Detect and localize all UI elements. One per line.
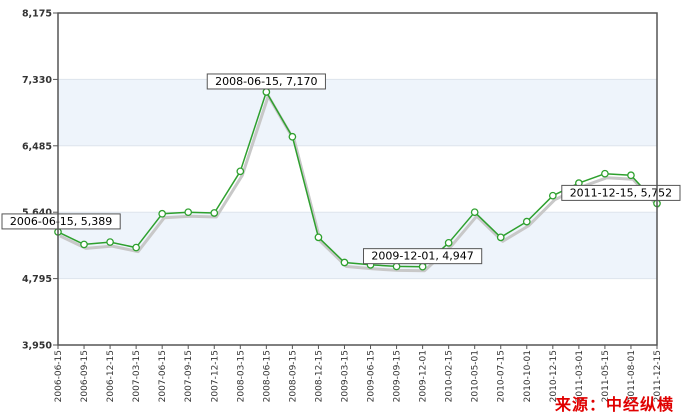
- data-point: [80, 240, 88, 249]
- data-point: [106, 238, 114, 246]
- x-tick-label: 2008-06-15: [262, 350, 272, 402]
- x-tick-label: 2009-12-01: [419, 350, 429, 402]
- x-tick-label: 2006-06-15: [54, 350, 64, 402]
- x-tick-label: 2010-07-15: [497, 350, 507, 402]
- x-tick-label: 2008-09-15: [288, 350, 298, 402]
- x-tick-label: 2009-06-15: [367, 350, 377, 402]
- x-tick-label: 2007-06-15: [158, 350, 168, 402]
- x-tick-label: 2011-08-01: [627, 350, 637, 402]
- data-point: [470, 208, 479, 217]
- x-tick-label: 2009-09-15: [393, 350, 403, 402]
- callout: 2011-12-15, 5,752: [561, 184, 681, 201]
- data-point: [236, 167, 245, 176]
- y-tick-label: 3,950: [22, 341, 52, 352]
- y-tick-label: 4,795: [22, 274, 52, 285]
- data-point: [314, 233, 323, 242]
- data-point: [392, 262, 401, 271]
- x-tick-label: 2011-05-15: [601, 350, 611, 402]
- x-tick-label: 2007-12-15: [210, 350, 220, 402]
- callout-box: [363, 248, 483, 265]
- series-line-path: [57, 91, 658, 268]
- callout-text: 2009-12-01, 4,947: [371, 250, 473, 263]
- x-tick-label: 2008-03-15: [236, 350, 246, 402]
- source-credit: 来源：中经纵横: [554, 395, 674, 414]
- data-point: [496, 233, 505, 242]
- x-tick-label: 2010-05-01: [471, 350, 481, 402]
- callout-text: 2011-12-15, 5,752: [570, 186, 672, 199]
- x-tick-label: 2006-09-15: [80, 350, 90, 402]
- x-tick-label: 2011-03-01: [575, 350, 585, 402]
- x-tick-label: 2010-02-15: [445, 350, 455, 402]
- x-tick-label: 2009-03-15: [340, 350, 350, 402]
- callout-box: [561, 184, 681, 201]
- callouts: 2006-06-15, 5,389 2008-06-15, 7,170 2009-1…: [1, 73, 681, 265]
- data-point: [210, 209, 219, 217]
- data-point: [340, 258, 349, 267]
- y-tick-label: 7,330: [22, 75, 52, 86]
- y-tick-label: 8,175: [22, 9, 52, 20]
- background-band: [58, 79, 657, 146]
- data-point: [601, 169, 609, 178]
- series-line: [54, 88, 661, 273]
- x-tick-label: 2006-12-15: [106, 350, 116, 402]
- y-tick-label: 6,485: [22, 141, 52, 152]
- x-tick-label: 2011-12-15: [653, 350, 663, 402]
- x-tick-label: 2007-09-15: [184, 350, 194, 402]
- callout-box: [206, 73, 326, 90]
- x-tick-label: 2010-12-15: [549, 350, 559, 402]
- callout: 2009-12-01, 4,947: [363, 248, 483, 265]
- data-point: [184, 208, 193, 217]
- x-tick-label: 2010-10-01: [523, 350, 533, 402]
- x-tick-label: 2008-12-15: [314, 350, 324, 402]
- callout-text: 2006-06-15, 5,389: [10, 215, 112, 228]
- callout: 2006-06-15, 5,389: [1, 213, 121, 230]
- y-axis-ticks: 8,175 7,330 6,485 5,640 4,795 3,950: [22, 9, 58, 352]
- data-point: [158, 209, 167, 218]
- data-point: [444, 238, 453, 247]
- x-axis-ticks: 2006-06-15 2006-09-15 2006-12-15 2007-03-15…: [54, 345, 663, 402]
- series-shadow: [59, 94, 661, 273]
- plot-frame: [57, 12, 658, 346]
- data-point: [522, 217, 531, 226]
- callout-box: [1, 213, 121, 230]
- callout-text: 2008-06-15, 7,170: [215, 75, 317, 88]
- data-point: [418, 262, 427, 271]
- data-point: [132, 243, 140, 252]
- background-bands: [58, 79, 657, 279]
- y-tick-label: 5,640: [22, 208, 52, 219]
- data-point: [288, 132, 297, 141]
- callout: 2008-06-15, 7,170: [206, 73, 326, 90]
- gridlines: [58, 12, 657, 346]
- data-point: [627, 171, 635, 180]
- data-point: [548, 191, 557, 200]
- data-point: [262, 88, 271, 96]
- x-tick-label: 2007-03-15: [132, 350, 142, 402]
